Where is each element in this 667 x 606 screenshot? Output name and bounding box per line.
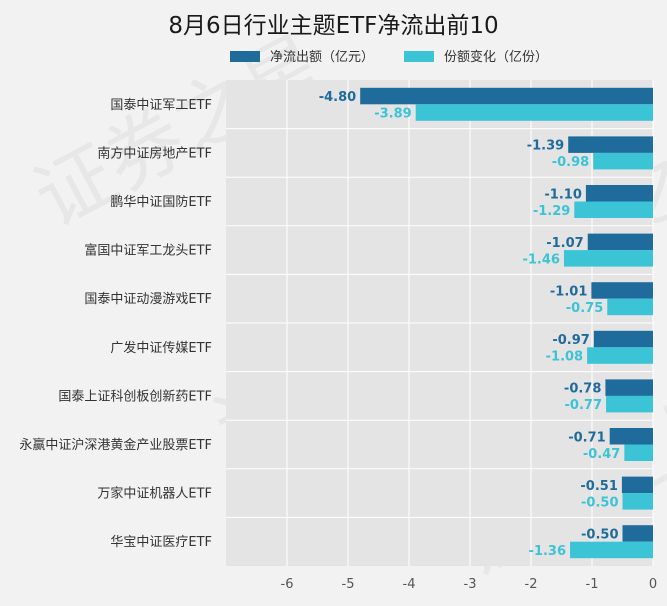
category-label: 华宝中证医疗ETF xyxy=(110,535,212,550)
bar-net-outflow xyxy=(568,136,653,153)
bar-net-outflow xyxy=(593,330,653,348)
data-label: -1.01 xyxy=(550,284,587,299)
legend-label: 份额变化（亿份） xyxy=(444,49,548,65)
bar-share-change xyxy=(624,444,653,461)
data-label: -0.50 xyxy=(581,527,618,542)
bar-net-outflow xyxy=(622,525,653,542)
legend-swatch xyxy=(230,51,260,62)
data-label: -1.10 xyxy=(544,187,581,202)
category-label: 万家中证机器人ETF xyxy=(97,486,212,502)
bar-share-change xyxy=(622,493,653,510)
legend-swatch xyxy=(404,51,434,62)
category-label: 鹏华中证国防ETF xyxy=(110,194,212,210)
x-tick-label: -4 xyxy=(403,577,416,592)
category-label: 国泰中证军工ETF xyxy=(110,98,212,113)
bar-share-change xyxy=(574,201,653,218)
bar-net-outflow xyxy=(621,476,653,494)
data-label: -4.80 xyxy=(319,90,356,105)
bar-share-change xyxy=(587,347,653,364)
data-label: -0.51 xyxy=(580,479,617,494)
chart-title: 8月6日行业主题ETF净流出前10 xyxy=(168,13,499,39)
x-tick-label: -1 xyxy=(586,577,599,592)
bar-net-outflow xyxy=(591,282,653,299)
category-label: 广发中证传媒ETF xyxy=(110,340,212,356)
data-label: -1.46 xyxy=(522,252,559,267)
category-label: 南方中证房地产ETF xyxy=(97,145,212,161)
category-label: 国泰上证科创板创新药ETF xyxy=(58,388,212,404)
x-tick-label: -2 xyxy=(525,577,538,592)
bar-share-change xyxy=(415,104,653,121)
bar-share-change xyxy=(607,298,653,316)
data-label: -0.78 xyxy=(564,382,601,397)
bar-net-outflow xyxy=(609,428,653,445)
data-label: -1.39 xyxy=(527,139,564,154)
data-label: -0.47 xyxy=(583,447,620,462)
bar-share-change xyxy=(570,541,653,559)
data-label: -1.08 xyxy=(546,350,583,365)
data-label: -1.29 xyxy=(533,204,570,219)
data-label: -1.36 xyxy=(529,544,566,559)
bar-share-change xyxy=(593,152,653,170)
x-tick-label: 0 xyxy=(649,577,657,592)
bar-net-outflow xyxy=(360,87,653,105)
bar-net-outflow xyxy=(585,185,653,202)
x-tick-label: -3 xyxy=(464,577,477,592)
bar-share-change xyxy=(606,395,653,413)
category-label: 永赢中证沪深港黄金产业股票ETF xyxy=(19,437,212,453)
data-label: -0.97 xyxy=(552,333,589,348)
x-tick-label: -5 xyxy=(342,577,355,592)
bar-share-change xyxy=(563,250,653,267)
data-label: -3.89 xyxy=(374,107,411,122)
legend-label: 净流出额（亿元） xyxy=(270,50,374,65)
data-label: -0.50 xyxy=(581,495,618,510)
category-label: 国泰中证动漫游戏ETF xyxy=(84,292,212,307)
x-tick-label: -6 xyxy=(281,577,294,592)
bar-net-outflow xyxy=(587,233,653,251)
data-label: -1.07 xyxy=(546,236,583,251)
data-label: -0.71 xyxy=(568,430,605,445)
bar-net-outflow xyxy=(605,379,653,396)
data-label: -0.98 xyxy=(552,155,589,170)
data-label: -0.77 xyxy=(565,398,602,413)
category-label: 富国中证军工龙头ETF xyxy=(84,243,212,259)
data-label: -0.75 xyxy=(566,301,603,316)
